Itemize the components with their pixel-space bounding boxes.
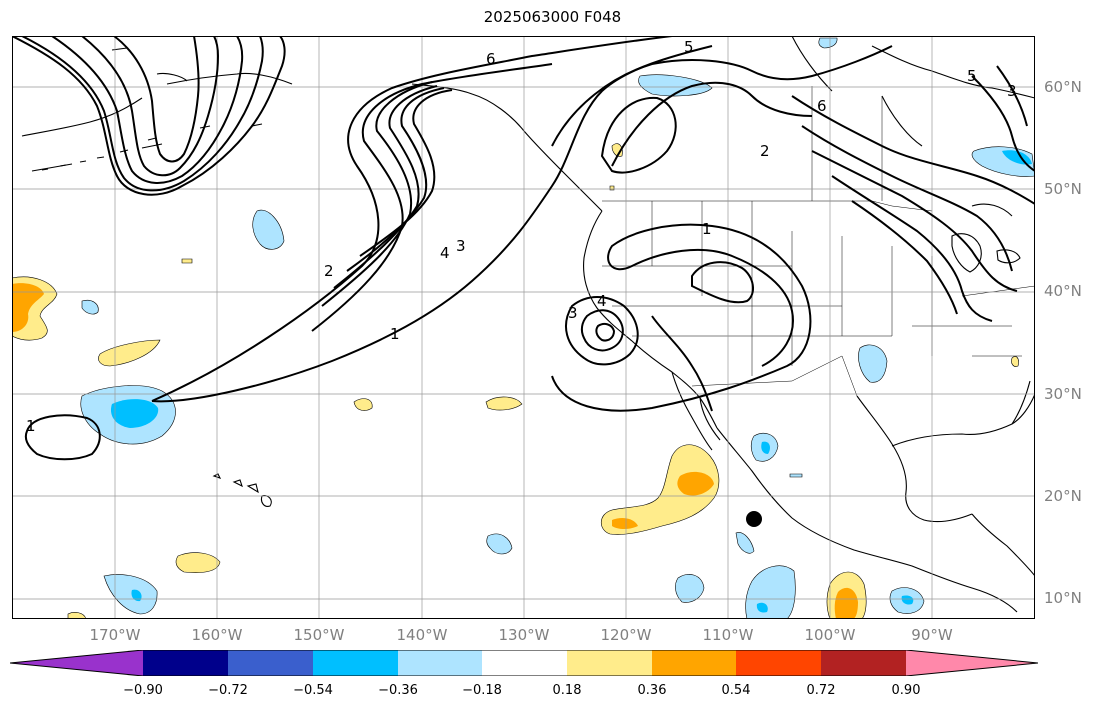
- contour-label: 1: [26, 417, 36, 435]
- colorbar-segment: [567, 650, 652, 676]
- colorbar-segment: [906, 650, 1038, 676]
- colorbar-tick: 0.72: [807, 683, 836, 698]
- contour-label: 2: [324, 262, 334, 280]
- lat-label-50n: 50°N: [1044, 180, 1082, 198]
- colorbar: [10, 650, 1038, 676]
- colorbar-tick: 0.90: [892, 683, 921, 698]
- colorbar-tick: 0.54: [722, 683, 751, 698]
- colorbar-segment: [652, 650, 736, 676]
- colorbar-segment: [398, 650, 482, 676]
- lon-label-90w: 90°W: [911, 626, 952, 644]
- colorbar-tick: −0.36: [378, 683, 418, 698]
- lat-label-60n: 60°N: [1044, 78, 1082, 96]
- contour-label: 4: [440, 244, 450, 262]
- colorbar-tick: −0.18: [462, 683, 502, 698]
- lon-label-170w: 170°W: [90, 626, 141, 644]
- contour-label: 3: [456, 237, 466, 255]
- colorbar-tick: −0.54: [293, 683, 333, 698]
- lon-label-100w: 100°W: [805, 626, 856, 644]
- lon-label-160w: 160°W: [192, 626, 243, 644]
- map-title: 2025063000 F048: [0, 8, 1105, 26]
- contour-label: 6: [486, 50, 496, 68]
- orange-shade-core: [835, 588, 858, 619]
- lon-label-130w: 130°W: [499, 626, 550, 644]
- contour-label: 1: [390, 325, 400, 343]
- colorbar-segment: [821, 650, 906, 676]
- lat-label-10n: 10°N: [1044, 589, 1082, 607]
- contour-label: 5: [967, 67, 977, 85]
- colorbar-tick: −0.90: [123, 683, 163, 698]
- lat-label-30n: 30°N: [1044, 385, 1082, 403]
- blue-shade-region: [790, 474, 802, 477]
- contour-label: 4: [597, 292, 607, 310]
- contour-label: 1: [702, 220, 712, 238]
- colorbar-segment: [228, 650, 313, 676]
- lat-label-20n: 20°N: [1044, 487, 1082, 505]
- contour-label: 3: [1007, 82, 1017, 100]
- lon-label-120w: 120°W: [601, 626, 652, 644]
- colorbar-segment: [736, 650, 821, 676]
- colorbar-segment: [313, 650, 398, 676]
- lon-label-110w: 110°W: [703, 626, 754, 644]
- colorbar-tick: 0.18: [553, 683, 582, 698]
- colorbar-segment: [10, 650, 143, 676]
- colorbar-tick: 0.36: [638, 683, 667, 698]
- contour-label: 6: [817, 97, 827, 115]
- yellow-shade-region: [1011, 356, 1018, 366]
- lon-label-140w: 140°W: [397, 626, 448, 644]
- location-marker: [746, 511, 762, 527]
- yellow-shade-region: [610, 186, 614, 190]
- contour-label: 3: [568, 304, 578, 322]
- colorbar-tick: −0.72: [208, 683, 248, 698]
- weather-map: 1 1 1 2 2 3 3 4 4 5 5 6 6 3: [12, 36, 1035, 619]
- lon-label-150w: 150°W: [294, 626, 345, 644]
- colorbar-segment: [482, 650, 567, 676]
- colorbar-segment: [143, 650, 228, 676]
- lat-label-40n: 40°N: [1044, 282, 1082, 300]
- contour-label: 5: [684, 38, 694, 56]
- contour-label: 2: [760, 142, 770, 160]
- yellow-shade-region: [182, 259, 192, 263]
